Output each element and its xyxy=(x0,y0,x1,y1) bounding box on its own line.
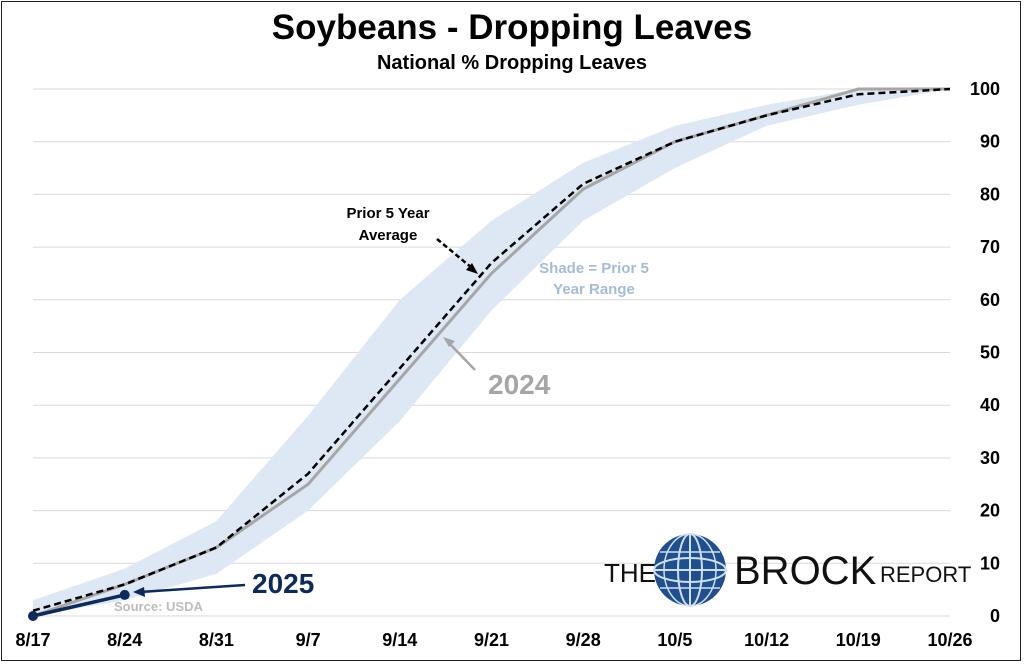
chart-title: Soybeans - Dropping Leaves xyxy=(271,8,753,47)
logo-report: REPORT xyxy=(880,562,971,587)
label-2025-arrowhead xyxy=(133,587,145,597)
avg-annotation-line1: Prior 5 Year xyxy=(346,205,429,222)
x-tick-label: 8/17 xyxy=(15,630,50,650)
series-line-prior-5-year-average xyxy=(32,87,951,612)
brock-report-logo: THE BROCK REPORT xyxy=(604,533,971,607)
y-tick-label: 60 xyxy=(980,290,1000,310)
label-2024-arrowhead xyxy=(443,337,455,347)
chart-subtitle: National % Dropping Leaves xyxy=(376,52,648,74)
shade-annotation-line1: Shade = Prior 5 xyxy=(539,260,649,277)
y-tick-label: 70 xyxy=(980,237,1000,257)
shade-annotation-line2: Year Range xyxy=(553,281,635,298)
series-line-2025 xyxy=(32,593,126,618)
y-tick-label: 20 xyxy=(980,501,1000,521)
x-tick-label: 10/5 xyxy=(657,630,692,650)
y-tick-label: 30 xyxy=(980,448,1000,468)
x-tick-label: 8/31 xyxy=(199,630,234,650)
y-tick-label: 0 xyxy=(990,606,1000,626)
label-2024-arrow xyxy=(448,342,476,371)
avg-annotation-line2: Average xyxy=(359,227,418,244)
x-tick-label: 10/26 xyxy=(927,630,972,650)
label-2025-arrow xyxy=(139,583,246,594)
x-tick-label: 9/28 xyxy=(566,630,601,650)
y-tick-label: 10 xyxy=(980,553,1000,573)
x-tick-label: 9/21 xyxy=(474,630,509,650)
range-band xyxy=(33,89,950,616)
y-tick-label: 50 xyxy=(980,343,1000,363)
series-line-2024 xyxy=(32,87,950,618)
x-tick-label: 10/19 xyxy=(836,630,881,650)
source-note: Source: USDA xyxy=(114,599,203,614)
x-tick-label: 9/14 xyxy=(382,630,417,650)
x-tick-label: 8/24 xyxy=(107,630,142,650)
x-tick-label: 10/12 xyxy=(744,630,789,650)
logo-the: THE xyxy=(604,558,656,588)
y-tick-label: 40 xyxy=(980,395,1000,415)
label-2025: 2025 xyxy=(252,568,314,599)
series-2025-point xyxy=(119,589,130,600)
avg-arrowhead xyxy=(466,263,478,274)
logo-brock: BROCK xyxy=(734,549,877,593)
label-2024: 2024 xyxy=(488,369,551,400)
y-tick-label: 90 xyxy=(980,132,1000,152)
series-2025-point xyxy=(28,611,38,621)
y-tick-label: 100 xyxy=(970,79,1000,99)
globe-icon xyxy=(653,533,727,607)
x-tick-label: 9/7 xyxy=(296,630,321,650)
y-tick-label: 80 xyxy=(980,184,1000,204)
